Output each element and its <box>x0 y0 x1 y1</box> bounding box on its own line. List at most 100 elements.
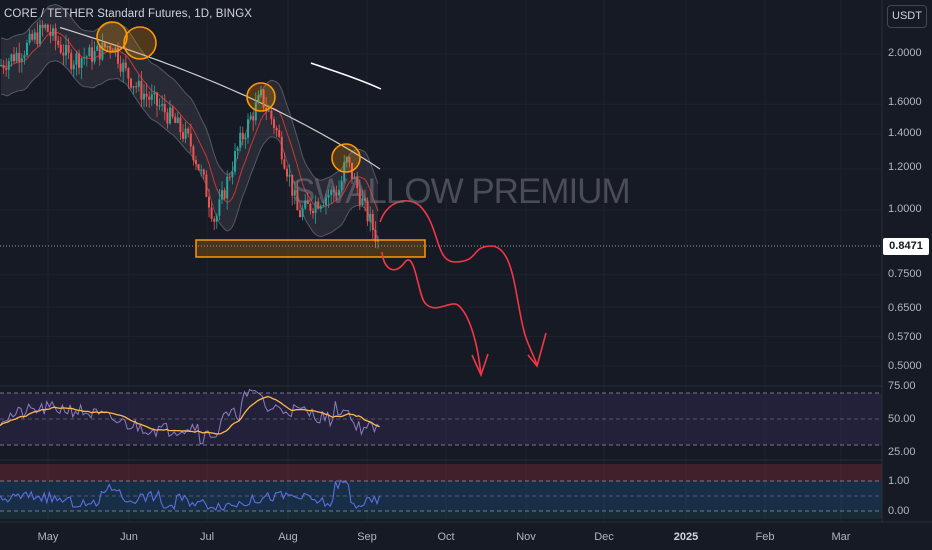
time-axis-tick: Sep <box>357 531 377 543</box>
candle-body <box>166 112 169 124</box>
candle-body <box>80 58 83 68</box>
candle-body <box>114 47 117 53</box>
candle-body <box>23 55 26 59</box>
candle-body <box>59 44 62 53</box>
candle-body <box>306 200 309 204</box>
candle-body <box>234 150 236 172</box>
candle-body <box>304 200 307 209</box>
oscillator-pane <box>0 459 882 519</box>
candle-body <box>223 190 226 199</box>
candle-body <box>41 24 44 28</box>
candle-body <box>280 136 283 160</box>
price-axis-tick: 1.2000 <box>888 161 922 173</box>
currency-button[interactable]: USDT <box>887 5 927 28</box>
candle-body <box>93 50 96 62</box>
candle-body <box>52 28 54 36</box>
candle-body <box>366 200 369 222</box>
candle-body <box>182 132 184 139</box>
candle-body <box>309 203 312 211</box>
rsi-ma-line <box>0 395 380 435</box>
candle-body <box>247 119 249 138</box>
candle-body <box>374 230 377 242</box>
rsi-axis-tick: 50.00 <box>888 413 916 425</box>
price-axis-tick: 0.6500 <box>888 302 922 314</box>
candle-body <box>228 176 231 178</box>
candle-body <box>96 45 99 51</box>
candle-body <box>15 52 18 62</box>
candle-body <box>119 63 122 72</box>
candle-body <box>18 52 21 62</box>
osc-axis-tick: 0.00 <box>888 505 910 517</box>
time-axis-tick: Feb <box>755 531 775 543</box>
candle-body <box>130 78 132 88</box>
candle-body <box>111 49 114 53</box>
price-axis-tick: 2.0000 <box>888 47 922 59</box>
peak-circle <box>96 21 128 53</box>
candle-body <box>327 195 330 198</box>
candle-body <box>62 52 65 56</box>
candle-body <box>267 110 270 112</box>
candle-body <box>85 56 88 58</box>
candle-body <box>239 132 242 148</box>
candle-body <box>140 80 143 100</box>
candle-body <box>345 157 348 163</box>
time-axis-tick: Aug <box>278 531 298 543</box>
candle-body <box>124 62 127 69</box>
candle-body <box>291 174 294 196</box>
candle-body <box>371 213 374 231</box>
time-axis-tick: Dec <box>594 531 614 543</box>
candle-body <box>70 52 73 70</box>
time-axis-tick: 2025 <box>673 531 699 543</box>
candle-body <box>192 146 195 161</box>
candle-body <box>226 176 229 199</box>
candle-body <box>150 94 153 100</box>
candle-body <box>275 128 278 131</box>
candle-body <box>254 102 257 121</box>
candle-body <box>348 157 351 163</box>
candle-body <box>221 190 223 200</box>
candle-body <box>314 201 317 214</box>
candle-body <box>156 92 158 106</box>
candle-body <box>241 132 244 140</box>
candle-body <box>65 44 67 56</box>
candle-body <box>10 54 13 62</box>
candle-body <box>148 96 151 100</box>
candle-body <box>88 47 91 57</box>
candle-body <box>161 103 164 106</box>
candle-body <box>288 174 291 177</box>
watermark-text: SWALLOW PREMIUM <box>292 172 631 211</box>
candle-body <box>36 32 39 44</box>
candle-body <box>33 32 36 40</box>
candle-body <box>296 190 299 211</box>
candle-body <box>200 169 203 171</box>
candle-body <box>197 164 200 171</box>
support-zone-box <box>195 239 426 258</box>
ma-white-line <box>59 26 381 170</box>
peak-circle <box>331 143 361 173</box>
price-axis-tick: 0.7500 <box>888 268 922 280</box>
symbol-title[interactable]: CORE / TETHER Standard Futures, 1D, BING… <box>4 8 253 20</box>
candle-body <box>75 53 78 65</box>
peak-highlights <box>96 21 361 173</box>
candle-body <box>244 137 247 140</box>
candle-body <box>91 47 93 62</box>
peak-circle <box>123 26 157 60</box>
candle-body <box>67 44 70 53</box>
candle-body <box>13 54 15 62</box>
candle-body <box>132 86 135 88</box>
candles <box>0 19 379 249</box>
candle-body <box>189 133 192 147</box>
candle-body <box>187 128 190 134</box>
candle-body <box>54 28 57 41</box>
candle-body <box>299 210 301 217</box>
candle-body <box>231 171 234 178</box>
candle-body <box>278 130 281 137</box>
candle-body <box>252 116 255 121</box>
candle-body <box>122 62 125 72</box>
candle-body <box>195 160 197 165</box>
candle-body <box>20 58 23 62</box>
candle-body <box>338 189 340 196</box>
candle-body <box>270 110 273 120</box>
candle-body <box>98 45 101 60</box>
